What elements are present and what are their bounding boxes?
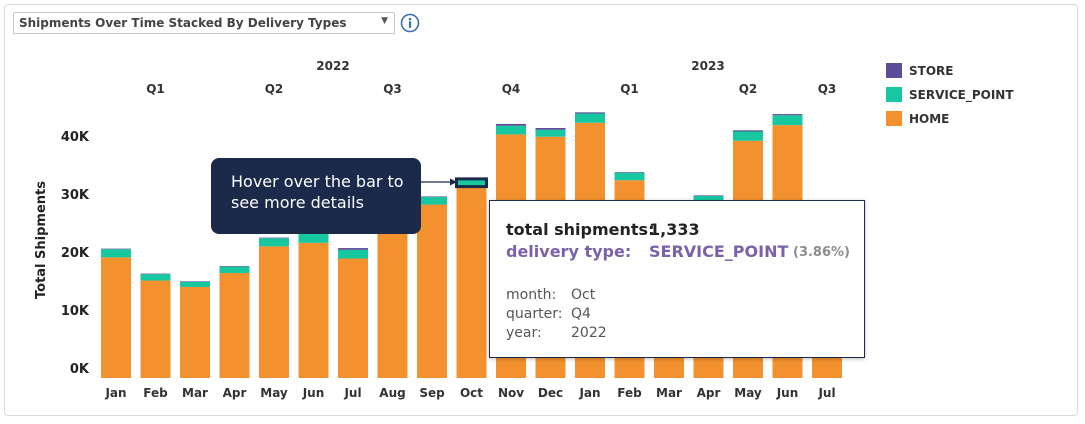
y-tick-label: 0K <box>70 362 90 377</box>
bar-store-8[interactable] <box>417 196 447 198</box>
x-tick-label: Jan <box>578 386 600 400</box>
bar-service-point-6[interactable] <box>338 249 368 259</box>
x-tick-label: May <box>734 386 762 400</box>
legend-swatch-home[interactable] <box>886 111 902 126</box>
bar-home-8[interactable] <box>417 204 447 378</box>
bar-store-4[interactable] <box>259 237 289 239</box>
bar-home-7[interactable] <box>377 228 408 378</box>
bar-home-4[interactable] <box>259 246 289 378</box>
x-tick-label: May <box>260 386 288 400</box>
bar-tooltip: total shipments: 1,333 delivery type: SE… <box>489 200 865 358</box>
x-tick-label: Nov <box>498 386 524 400</box>
chevron-down-icon: ▼ <box>381 16 388 26</box>
y-tick-label: 20K <box>61 246 90 261</box>
x-tick-label: Jun <box>302 386 325 400</box>
bar-service-point-11[interactable] <box>535 129 566 137</box>
legend-label: STORE <box>909 64 953 78</box>
bar-store-17[interactable] <box>772 114 803 116</box>
bar-service-point-4[interactable] <box>259 238 289 247</box>
tooltip-type-label: delivery type: <box>506 242 632 261</box>
x-tick-label: Oct <box>460 386 483 400</box>
year-label: 2023 <box>691 59 724 73</box>
x-tick-label: Jun <box>776 386 799 400</box>
tooltip-quarter-label: quarter: <box>506 306 563 322</box>
legend-swatch-store[interactable] <box>886 63 902 78</box>
y-tick-label: 30K <box>61 188 90 203</box>
tooltip-type-value: SERVICE_POINT <box>649 242 789 261</box>
bar-service-point-0[interactable] <box>101 249 131 258</box>
bar-store-2[interactable] <box>180 281 210 282</box>
bar-store-3[interactable] <box>219 266 250 267</box>
bar-store-6[interactable] <box>338 248 368 250</box>
bar-home-6[interactable] <box>338 258 368 378</box>
tooltip-year-label: year: <box>506 325 542 341</box>
y-tick-label: 40K <box>61 130 90 145</box>
quarter-label: Q1 <box>146 82 165 96</box>
tooltip-total-value: 1,333 <box>649 220 700 239</box>
x-tick-label: Aug <box>379 386 405 400</box>
bar-service-point-10[interactable] <box>496 125 526 135</box>
tooltip-year-value: 2022 <box>571 325 607 341</box>
bar-store-16[interactable] <box>733 130 763 132</box>
bar-service-point-13[interactable] <box>614 172 645 181</box>
bar-service-point-3[interactable] <box>219 266 250 274</box>
quarter-label: Q2 <box>265 82 284 96</box>
bar-store-10[interactable] <box>496 123 526 126</box>
y-tick-label: 10K <box>61 304 90 319</box>
x-tick-label: Feb <box>143 386 168 400</box>
bar-store-13[interactable] <box>614 172 645 173</box>
legend-swatch-service-point[interactable] <box>886 87 902 102</box>
quarter-label: Q4 <box>502 82 521 96</box>
x-tick-label: Mar <box>182 386 208 400</box>
tooltip-month-value: Oct <box>571 287 596 303</box>
bar-home-2[interactable] <box>180 286 210 378</box>
year-label: 2022 <box>316 59 349 73</box>
quarter-label: Q2 <box>739 82 758 96</box>
bar-service-point-2[interactable] <box>180 281 210 287</box>
bar-store-0[interactable] <box>101 248 131 250</box>
info-icon[interactable] <box>400 13 420 33</box>
tooltip-total-label: total shipments: <box>506 220 655 239</box>
x-tick-label: Apr <box>223 386 247 400</box>
bar-service-point-5[interactable] <box>298 233 329 243</box>
x-tick-label: Sep <box>419 386 445 400</box>
bar-service-point-15[interactable] <box>693 195 724 204</box>
bar-store-11[interactable] <box>535 128 566 130</box>
tooltip-quarter-value: Q4 <box>571 306 591 322</box>
chart-selector-label: Shipments Over Time Stacked By Delivery … <box>19 16 347 30</box>
hover-hint-box: Hover over the bar to see more details <box>211 158 421 234</box>
bar-store-15[interactable] <box>693 195 724 196</box>
y-axis-label: Total Shipments <box>34 181 49 299</box>
x-tick-label: Apr <box>697 386 721 400</box>
x-tick-label: Dec <box>538 386 563 400</box>
chart-selector-dropdown[interactable]: Shipments Over Time Stacked By Delivery … <box>13 12 395 34</box>
hint-arrow-icon <box>421 178 457 186</box>
quarter-label: Q3 <box>383 82 402 96</box>
x-tick-label: Jul <box>817 386 835 400</box>
tooltip-type-percent: (3.86%) <box>793 245 850 260</box>
bar-service-point-17[interactable] <box>772 115 803 126</box>
bar-store-1[interactable] <box>140 273 171 275</box>
tooltip-month-label: month: <box>506 287 557 303</box>
x-tick-label: Jan <box>104 386 126 400</box>
quarter-label: Q3 <box>818 82 837 96</box>
x-tick-label: Mar <box>656 386 682 400</box>
bar-store-12[interactable] <box>575 112 605 114</box>
legend-label: SERVICE_POINT <box>909 88 1014 103</box>
bar-service-point-1[interactable] <box>140 274 171 281</box>
bar-service-point-16[interactable] <box>733 131 763 141</box>
bar-home-3[interactable] <box>219 273 250 378</box>
bar-home-0[interactable] <box>101 257 131 378</box>
hover-hint-text: Hover over the bar to see more details <box>231 172 404 212</box>
x-tick-label: Feb <box>617 386 642 400</box>
x-tick-label: Jul <box>343 386 361 400</box>
bar-service-point-12[interactable] <box>575 113 605 123</box>
bar-service-point-9[interactable] <box>455 177 488 189</box>
bar-home-5[interactable] <box>298 242 329 378</box>
bar-home-9[interactable] <box>456 186 487 378</box>
quarter-label: Q1 <box>620 82 639 96</box>
legend-label: HOME <box>909 112 949 126</box>
bar-home-1[interactable] <box>140 280 171 378</box>
bar-service-point-8[interactable] <box>417 197 447 205</box>
